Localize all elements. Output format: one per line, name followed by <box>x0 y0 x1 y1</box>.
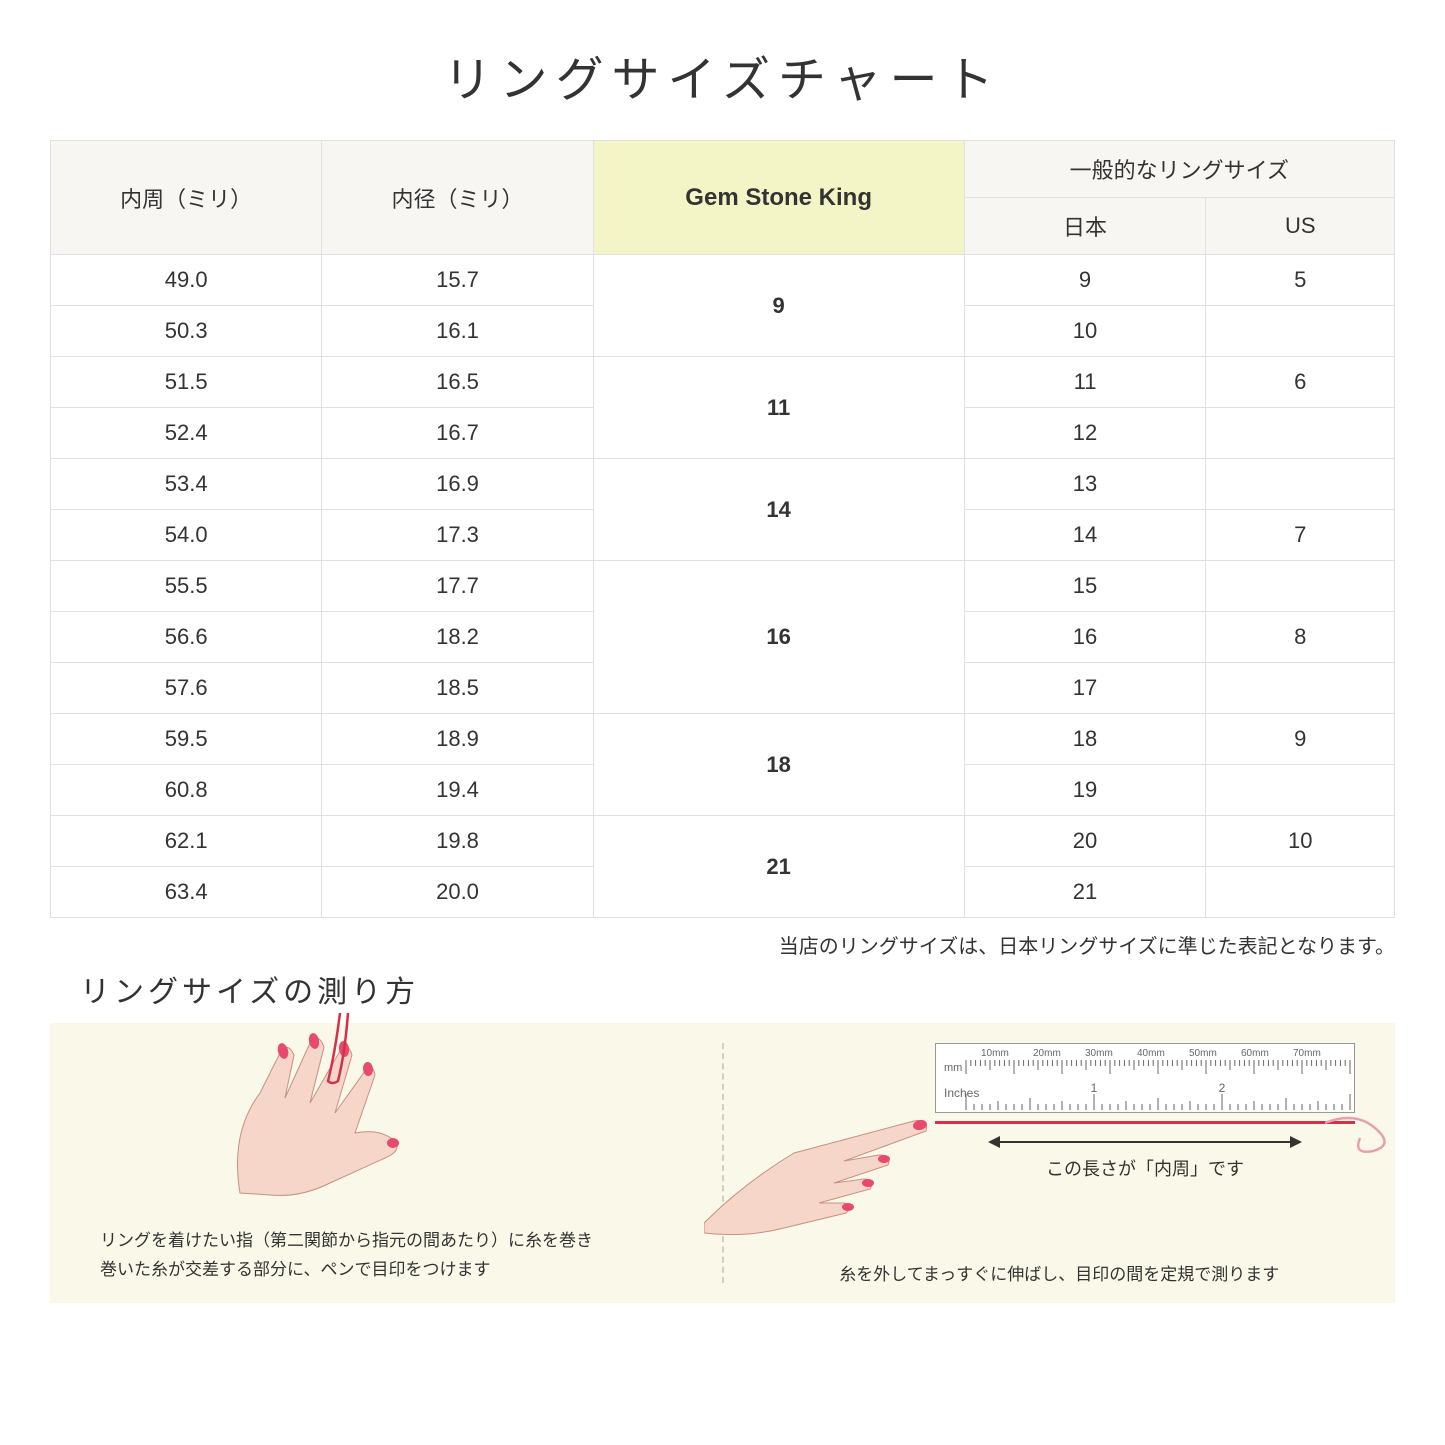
cell-us <box>1206 867 1395 918</box>
col-common: 一般的なリングサイズ <box>964 141 1394 198</box>
cell-circ: 56.6 <box>51 612 322 663</box>
cell-us <box>1206 459 1395 510</box>
cell-jp: 19 <box>964 765 1206 816</box>
cell-us <box>1206 408 1395 459</box>
table-note: 当店のリングサイズは、日本リングサイズに準じた表記となります。 <box>50 930 1395 959</box>
table-row: 49.015.7995 <box>51 255 1395 306</box>
svg-text:2: 2 <box>1219 1081 1226 1095</box>
cell-circ: 53.4 <box>51 459 322 510</box>
cell-circ: 52.4 <box>51 408 322 459</box>
cell-gsk: 18 <box>593 714 964 816</box>
col-diameter: 内径（ミリ） <box>322 141 593 255</box>
cell-us: 5 <box>1206 255 1395 306</box>
cell-us: 7 <box>1206 510 1395 561</box>
measure-title: リングサイズの測り方 <box>80 967 1395 1011</box>
cell-dia: 19.4 <box>322 765 593 816</box>
measurement-arrow <box>990 1141 1300 1143</box>
cell-circ: 59.5 <box>51 714 322 765</box>
instruction-step-1: リングを着けたい指（第二関節から指元の間あたり）に糸を巻き 巻いた糸が交差する部… <box>50 1023 722 1303</box>
hand-wrap-illustration <box>180 1013 540 1213</box>
cell-circ: 60.8 <box>51 765 322 816</box>
cell-jp: 17 <box>964 663 1206 714</box>
cell-gsk: 21 <box>593 816 964 918</box>
cell-dia: 15.7 <box>322 255 593 306</box>
cell-us <box>1206 306 1395 357</box>
cell-dia: 17.3 <box>322 510 593 561</box>
instruction-text-1: リングを着けたい指（第二関節から指元の間あたり）に糸を巻き 巻いた糸が交差する部… <box>100 1227 692 1285</box>
cell-jp: 13 <box>964 459 1206 510</box>
cell-dia: 18.2 <box>322 612 593 663</box>
cell-jp: 21 <box>964 867 1206 918</box>
table-row: 55.517.71615 <box>51 561 1395 612</box>
cell-circ: 51.5 <box>51 357 322 408</box>
thread-line <box>935 1121 1355 1124</box>
col-gsk: Gem Stone King <box>593 141 964 255</box>
cell-us <box>1206 765 1395 816</box>
cell-circ: 62.1 <box>51 816 322 867</box>
cell-gsk: 11 <box>593 357 964 459</box>
arrow-label: この長さが「内周」です <box>1005 1155 1285 1181</box>
ruler-illustration: 10mm20mm30mm40mm50mm60mm70mm mm Inches 1… <box>935 1043 1355 1113</box>
cell-us: 6 <box>1206 357 1395 408</box>
cell-us: 8 <box>1206 612 1395 663</box>
cell-gsk: 16 <box>593 561 964 714</box>
cell-gsk: 14 <box>593 459 964 561</box>
instructions-panel: リングを着けたい指（第二関節から指元の間あたり）に糸を巻き 巻いた糸が交差する部… <box>50 1023 1395 1303</box>
cell-circ: 63.4 <box>51 867 322 918</box>
cell-jp: 14 <box>964 510 1206 561</box>
cell-circ: 50.3 <box>51 306 322 357</box>
cell-dia: 19.8 <box>322 816 593 867</box>
hand-point-illustration <box>704 1083 984 1243</box>
cell-dia: 16.5 <box>322 357 593 408</box>
cell-jp: 16 <box>964 612 1206 663</box>
cell-jp: 10 <box>964 306 1206 357</box>
cell-us: 10 <box>1206 816 1395 867</box>
cell-dia: 17.7 <box>322 561 593 612</box>
cell-dia: 18.9 <box>322 714 593 765</box>
cell-jp: 18 <box>964 714 1206 765</box>
cell-jp: 9 <box>964 255 1206 306</box>
page-title: リングサイズチャート <box>50 40 1395 110</box>
cell-circ: 49.0 <box>51 255 322 306</box>
cell-dia: 16.9 <box>322 459 593 510</box>
thread-curl <box>1325 1103 1405 1163</box>
cell-dia: 20.0 <box>322 867 593 918</box>
cell-gsk: 9 <box>593 255 964 357</box>
cell-jp: 12 <box>964 408 1206 459</box>
instruction-step-2: 10mm20mm30mm40mm50mm60mm70mm mm Inches 1… <box>724 1023 1396 1303</box>
cell-dia: 18.5 <box>322 663 593 714</box>
cell-us: 9 <box>1206 714 1395 765</box>
cell-jp: 15 <box>964 561 1206 612</box>
table-row: 62.119.8212010 <box>51 816 1395 867</box>
col-us: US <box>1206 198 1395 255</box>
instruction-text-2: 糸を外してまっすぐに伸ばし、目印の間を定規で測ります <box>754 1260 1366 1285</box>
cell-dia: 16.7 <box>322 408 593 459</box>
col-circumference: 内周（ミリ） <box>51 141 322 255</box>
cell-circ: 57.6 <box>51 663 322 714</box>
col-japan: 日本 <box>964 198 1206 255</box>
cell-us <box>1206 663 1395 714</box>
table-row: 59.518.918189 <box>51 714 1395 765</box>
cell-circ: 54.0 <box>51 510 322 561</box>
cell-us <box>1206 561 1395 612</box>
table-row: 53.416.91413 <box>51 459 1395 510</box>
cell-jp: 11 <box>964 357 1206 408</box>
ring-size-table: 内周（ミリ） 内径（ミリ） Gem Stone King 一般的なリングサイズ … <box>50 140 1395 918</box>
table-row: 51.516.511116 <box>51 357 1395 408</box>
cell-circ: 55.5 <box>51 561 322 612</box>
cell-jp: 20 <box>964 816 1206 867</box>
cell-dia: 16.1 <box>322 306 593 357</box>
svg-text:1: 1 <box>1091 1081 1098 1095</box>
